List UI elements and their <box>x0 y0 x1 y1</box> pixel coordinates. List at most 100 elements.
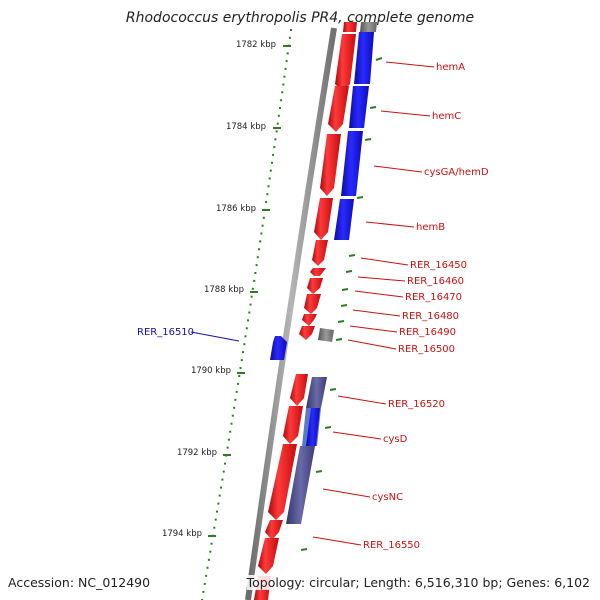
feature-cysga-reverse <box>341 131 363 196</box>
feature-rer16450-forward <box>312 240 328 266</box>
feature-hema-forward <box>335 34 356 92</box>
scale-dot <box>244 335 247 338</box>
scale-dot <box>259 240 262 243</box>
scale-dot <box>207 558 210 561</box>
feature-rer16500-forward <box>299 326 315 340</box>
feature-hema-reverse <box>354 32 374 84</box>
scale-dot <box>279 107 281 109</box>
gene-label-cysnc[interactable]: cysNC <box>372 492 403 503</box>
scale-dot <box>254 272 257 274</box>
genome-backbone <box>245 27 337 600</box>
scale-dot <box>260 232 263 235</box>
scale-dot <box>286 52 289 55</box>
scale-dot <box>273 146 276 149</box>
forward-strand-features <box>254 22 357 600</box>
scale-dot <box>210 542 213 545</box>
gene-labels: hemA hemC cysGA/hemD hemB RER_16450 RER_… <box>137 62 489 551</box>
scale-dot <box>203 582 206 585</box>
scale-dot <box>261 224 264 227</box>
scale-dot <box>214 518 217 521</box>
scale-dot <box>266 193 269 196</box>
gene-label-rer16450[interactable]: RER_16450 <box>410 260 467 271</box>
scale-label-1788: 1788 kbp <box>204 285 244 295</box>
scale <box>208 45 291 537</box>
scale-dot <box>268 177 271 180</box>
scale-dot <box>256 256 259 259</box>
genome-title: Rhodococcus erythropolis PR4, complete g… <box>125 10 475 26</box>
scale-dot <box>285 60 288 63</box>
scale-label-1790: 1790 kbp <box>191 366 231 376</box>
feature-cysnc-slate <box>286 446 315 524</box>
scale-dot <box>269 169 272 172</box>
scale-dot <box>227 438 230 441</box>
gene-label-rer16500[interactable]: RER_16500 <box>398 344 455 355</box>
accession-text: Accession: NC_012490 <box>8 575 151 590</box>
gene-label-rer16510[interactable]: RER_16510 <box>137 327 194 338</box>
scale-label-1782: 1782 kbp <box>236 40 276 50</box>
scale-dot <box>271 161 273 164</box>
scale-dot <box>218 494 221 497</box>
gene-label-rer16520[interactable]: RER_16520 <box>388 399 445 410</box>
feature-rer16520-slate <box>306 377 327 408</box>
scale-dot <box>202 590 205 593</box>
scale-dot <box>235 390 238 393</box>
scale-dot <box>281 91 284 94</box>
scale-dot <box>238 375 241 377</box>
scale-dot <box>255 264 258 267</box>
feature-marks <box>300 57 383 551</box>
scale-dot <box>245 327 248 330</box>
scale-dot <box>248 311 251 314</box>
scale-dot <box>267 185 270 188</box>
feature-rer16520-forward <box>290 374 308 406</box>
gene-label-rer16490[interactable]: RER_16490 <box>399 327 456 338</box>
scale-dot <box>231 414 234 417</box>
gene-label-rer16480[interactable]: RER_16480 <box>402 311 459 322</box>
gene-label-hema[interactable]: hemA <box>436 62 465 73</box>
genome-summary-text: Topology: circular; Length: 6,516,310 bp… <box>246 575 590 590</box>
scale-dot <box>272 153 275 156</box>
gene-label-hemb[interactable]: hemB <box>416 222 445 233</box>
leader-lines <box>190 61 435 546</box>
scale-dot <box>290 29 292 31</box>
scale-dot <box>265 201 268 203</box>
gene-label-rer16470[interactable]: RER_16470 <box>405 292 462 303</box>
feature-cysd-forward <box>283 406 303 444</box>
feature-hemb-reverse <box>334 199 354 240</box>
gene-label-cysga-hemd[interactable]: cysGA/hemD <box>424 167 489 178</box>
feature-rer16460-forward <box>310 268 326 276</box>
scale-label-1786: 1786 kbp <box>216 204 256 214</box>
scale-dot <box>226 446 229 449</box>
scale-dot <box>282 83 285 86</box>
scale-dot <box>206 566 209 569</box>
scale-dot <box>209 550 212 553</box>
gene-label-hemc[interactable]: hemC <box>432 111 461 122</box>
scale-dot <box>221 478 224 481</box>
scale-label-1784: 1784 kbp <box>226 122 266 132</box>
feature-hemc-reverse <box>349 86 369 128</box>
gene-label-rer16550[interactable]: RER_16550 <box>363 540 420 551</box>
feature-rer16510-reverse <box>270 336 287 360</box>
gene-label-cysd[interactable]: cysD <box>383 434 408 445</box>
gene-label-rer16460[interactable]: RER_16460 <box>407 276 464 287</box>
scale-dot <box>283 75 286 78</box>
scale-dot <box>280 99 283 102</box>
feature-hemb-forward <box>314 198 333 240</box>
feature-rer16550a-forward <box>265 520 283 540</box>
scale-dot <box>249 303 252 306</box>
scale-dot <box>220 486 222 489</box>
scale-dot <box>262 216 265 219</box>
scale-dot <box>229 430 232 433</box>
scale-dot <box>224 462 226 465</box>
scale-dot <box>247 319 249 322</box>
scale-dot <box>253 279 256 282</box>
reverse-strand-features <box>270 22 377 524</box>
scale-dot <box>277 114 280 117</box>
feature-rer16500-gray <box>318 328 334 342</box>
feature-rer16470-forward <box>307 278 323 294</box>
scale-dot <box>284 67 287 70</box>
feature-cysd-reverse <box>306 408 320 446</box>
scale-dot <box>217 502 220 505</box>
scale-dot <box>240 359 243 362</box>
scale-dot <box>250 295 253 298</box>
scale-dot <box>274 138 277 141</box>
